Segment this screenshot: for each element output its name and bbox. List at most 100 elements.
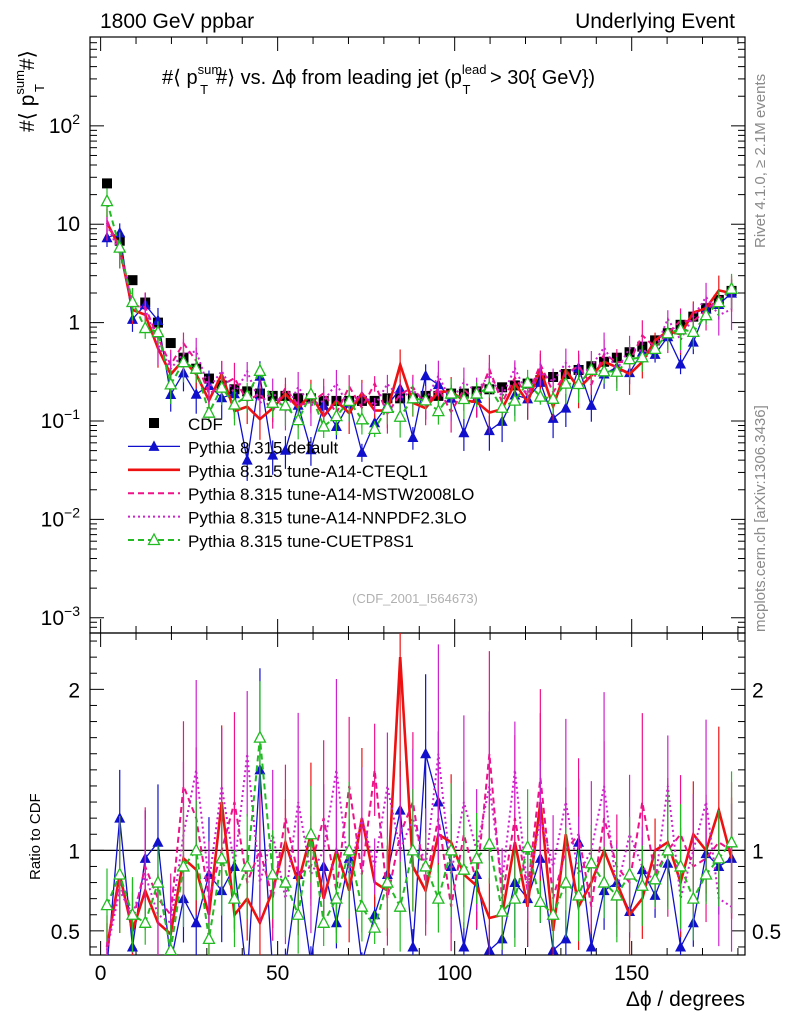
pythia-8-315-tune-cuetp8s1-ratio-point xyxy=(635,878,649,891)
y-tick-label: 10 xyxy=(57,213,80,236)
pythia-8-315-tune-cuetp8s1-point xyxy=(533,389,547,402)
pythia-8-315-tune-cuetp8s1-point xyxy=(457,391,471,405)
ylabel-sub: T xyxy=(32,84,47,92)
rivet-label: Rivet 4.1.0, ≥ 2.1M events xyxy=(752,74,769,248)
pythia-8-315-default-ratio-point xyxy=(242,973,253,984)
pythia-8-315-tune-cuetp8s1-ratio-point xyxy=(623,867,637,880)
pythia-8-315-tune-cuetp8s1-point xyxy=(559,376,573,389)
pythia-8-315-tune-cuetp8s1-ratio-point xyxy=(610,888,624,901)
pythia-8-315-tune-cuetp8s1-point xyxy=(610,364,624,377)
pythia-8-315-tune-cuetp8s1-point xyxy=(712,294,726,308)
pythia-8-315-tune-cuetp8s1-ratio-point xyxy=(724,834,739,848)
pythia-8-315-tune-cuetp8s1-ratio-point xyxy=(495,904,509,917)
pythia-8-315-default-ratio-point xyxy=(585,940,597,952)
pythia-8-315-tune-cuetp8s1-point xyxy=(572,376,586,390)
x-axis-label: Δϕ / degrees xyxy=(626,988,745,1011)
pythia-8-315-tune-cuetp8s1-ratio-point xyxy=(431,891,445,904)
pythia-8-315-default-point xyxy=(560,402,572,413)
pythia-8-315-tune-cuetp8s1-ratio-point xyxy=(699,867,713,880)
pythia-8-315-default-ratio-point xyxy=(560,932,572,944)
pythia-8-315-tune-cuetp8s1-ratio-point xyxy=(419,859,433,872)
legend-label-pythia-8-315-tune-cuetp8s1: Pythia 8.315 tune-CUETP8S1 xyxy=(188,532,414,551)
pythia-8-315-tune-cuetp8s1-ratio-point xyxy=(100,897,114,911)
pythia-8-315-default-point xyxy=(420,369,432,381)
pythia-8-315-tune-cuetp8s1-point xyxy=(444,386,458,399)
main-series-layer xyxy=(100,178,739,481)
pythia-8-315-tune-a14-nnpdf2-3lo-line xyxy=(106,224,732,414)
pythia-8-315-tune-cuetp8s1-ratio-point xyxy=(673,859,688,872)
pythia-8-315-tune-cuetp8s1-point xyxy=(342,393,356,407)
pythia-8-315-tune-cuetp8s1-ratio-point xyxy=(215,850,229,864)
pythia-8-315-tune-cuetp8s1-ratio-point xyxy=(380,875,394,888)
pythia-8-315-tune-cuetp8s1-point xyxy=(699,307,713,321)
title-sup1: sum xyxy=(198,62,223,77)
title-sub2: T xyxy=(463,82,471,97)
pythia-8-315-default-ratio-point xyxy=(356,957,367,968)
header-left: 1800 GeV ppbar xyxy=(100,10,254,33)
pythia-8-315-default-point xyxy=(407,431,419,442)
pythia-8-315-tune-cuetp8s1-point xyxy=(266,395,280,408)
y-tick-label: 1 xyxy=(68,312,80,335)
pythia-8-315-tune-cuetp8s1-ratio-point xyxy=(482,836,496,850)
pythia-8-315-tune-cuetp8s1-point xyxy=(278,398,293,411)
analysis-id: (CDF_2001_I564673) xyxy=(352,591,478,606)
pythia-8-315-tune-cuetp8s1-point xyxy=(176,354,191,368)
pythia-8-315-tune-cuetp8s1-point xyxy=(648,341,662,354)
pythia-8-315-tune-cuetp8s1-point xyxy=(470,386,484,399)
pythia-8-315-tune-cuetp8s1-ratio-point xyxy=(291,907,305,920)
pythia-8-315-default-point xyxy=(279,444,291,455)
pythia-8-315-tune-cuetp8s1-point xyxy=(661,325,675,339)
legend: CDF Pythia 8.315 default Pythia 8.315 tune… xyxy=(128,415,474,551)
pythia-8-315-default-ratio-point xyxy=(165,957,176,968)
pythia-8-315-tune-cuetp8s1-ratio-point xyxy=(317,915,331,928)
pythia-8-315-tune-cuetp8s1-point xyxy=(724,281,739,294)
title-prefix: #⟨ p xyxy=(162,67,198,89)
pythia-8-315-tune-cuetp8s1-point xyxy=(189,361,203,374)
pythia-8-315-tune-cuetp8s1-ratio-point xyxy=(470,850,484,864)
pythia-8-315-tune-a14-mstw2008lo-ratio-line xyxy=(106,753,733,944)
pythia-8-315-tune-cuetp8s1-point xyxy=(431,403,445,417)
pythia-8-315-default-point xyxy=(356,446,368,457)
pythia-8-315-tune-cuetp8s1-point xyxy=(368,421,382,435)
pythia-8-315-tune-cuetp8s1-point xyxy=(164,376,178,390)
legend-label-pythia-8-315-tune-a14-cteql1: Pythia 8.315 tune-A14-CTEQL1 xyxy=(188,462,428,481)
pythia-8-315-tune-cuetp8s1-point xyxy=(227,397,242,410)
pythia-8-315-tune-cuetp8s1-ratio-point xyxy=(521,839,535,853)
pythia-8-315-default-ratio-point xyxy=(305,957,316,968)
pythia-8-315-tune-cuetp8s1-ratio-point xyxy=(176,859,191,872)
legend-label-cdf: CDF xyxy=(188,415,223,434)
ylabel-sup: sum xyxy=(12,70,27,95)
header-right: Underlying Event xyxy=(575,10,735,33)
x-tick-label: 150 xyxy=(614,962,649,985)
ratio-series-layer xyxy=(90,633,745,984)
pythia-8-315-tune-cuetp8s1-point xyxy=(482,380,496,393)
pythia-8-315-default-point xyxy=(152,314,164,326)
pythia-8-315-default-point xyxy=(305,443,317,455)
ratio-tick-label-left: 1 xyxy=(68,840,80,863)
legend-label-pythia-8-315-tune-a14-mstw2008lo: Pythia 8.315 tune-A14-MSTW2008LO xyxy=(188,485,474,504)
pythia-8-315-tune-cuetp8s1-ratio-point xyxy=(125,907,140,920)
pythia-8-315-tune-cuetp8s1-point xyxy=(100,193,114,207)
x-tick-label: 50 xyxy=(266,962,289,985)
pythia-8-315-tune-cuetp8s1-point xyxy=(202,405,216,418)
pythia-8-315-tune-cuetp8s1-ratio-point xyxy=(227,891,242,904)
pythia-8-315-tune-cuetp8s1-point xyxy=(215,380,229,393)
pythia-8-315-tune-cuetp8s1-point xyxy=(508,393,522,406)
title-suffix: > 30{ GeV}) xyxy=(484,67,595,89)
pythia-8-315-tune-cuetp8s1-point xyxy=(673,321,688,335)
pythia-8-315-tune-cuetp8s1-ratio-point xyxy=(712,850,726,864)
pythia-8-315-tune-cuetp8s1-ratio-point xyxy=(508,891,522,904)
pythia-8-315-default-ratio-line xyxy=(107,753,732,955)
cdf-point xyxy=(127,275,138,286)
y-axis-label: #⟨ psum T #⟩ xyxy=(12,50,47,132)
pythia-8-315-tune-cuetp8s1-ratio-point xyxy=(202,931,216,945)
pythia-8-315-default-ratio-point xyxy=(152,836,164,847)
pythia-8-315-tune-cuetp8s1-point xyxy=(151,324,165,338)
pythia-8-315-tune-cuetp8s1-ratio-point xyxy=(278,875,293,888)
pythia-8-315-tune-cuetp8s1-point xyxy=(291,412,305,426)
title-sup2: lead xyxy=(462,62,487,77)
ratio-y-axis-label: Ratio to CDF xyxy=(27,793,44,880)
ratio-tick-label-left: 2 xyxy=(68,679,80,702)
pythia-8-315-tune-cuetp8s1-ratio-point xyxy=(329,891,343,904)
